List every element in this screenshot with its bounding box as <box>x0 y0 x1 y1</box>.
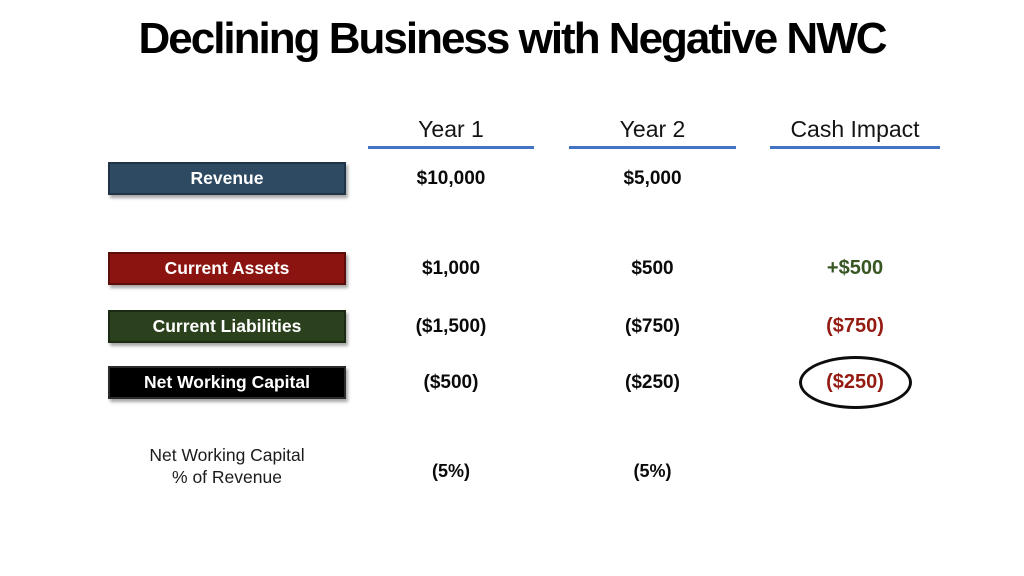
column-header-year2: Year 2 <box>569 112 736 149</box>
emphasis-circle-annotation <box>799 356 912 409</box>
current-liabilities-year2-value: ($750) <box>625 316 680 337</box>
slide-title: Declining Business with Negative NWC <box>138 14 887 63</box>
nwc-percent-year1-value: (5%) <box>431 461 470 481</box>
current-assets-year1-value: $1,000 <box>421 258 481 279</box>
current-assets-cash-impact-value: +$500 <box>826 257 884 279</box>
column-header-cash-impact: Cash Impact <box>770 112 940 149</box>
current-liabilities-year1-value: ($1,500) <box>415 316 487 337</box>
current-liabilities-cash-impact-value: ($750) <box>826 315 884 337</box>
current-assets-year2-value: $500 <box>631 258 674 279</box>
net-working-capital-year2-value: ($250) <box>625 372 680 393</box>
row-label-revenue: Revenue <box>108 162 346 195</box>
row-label-current-liabilities: Current Liabilities <box>108 310 346 343</box>
revenue-year1-value: $10,000 <box>416 168 486 189</box>
revenue-year2-value: $5,000 <box>623 168 682 189</box>
column-header-year1: Year 1 <box>368 112 534 149</box>
row-label-current-assets: Current Assets <box>108 252 346 285</box>
row-label-net-working-capital: Net Working Capital <box>108 366 346 399</box>
nwc-percent-year2-value: (5%) <box>633 461 672 481</box>
row-label-nwc-percent-of-revenue: Net Working Capital % of Revenue <box>149 445 305 487</box>
net-working-capital-year1-value: ($500) <box>423 372 479 393</box>
